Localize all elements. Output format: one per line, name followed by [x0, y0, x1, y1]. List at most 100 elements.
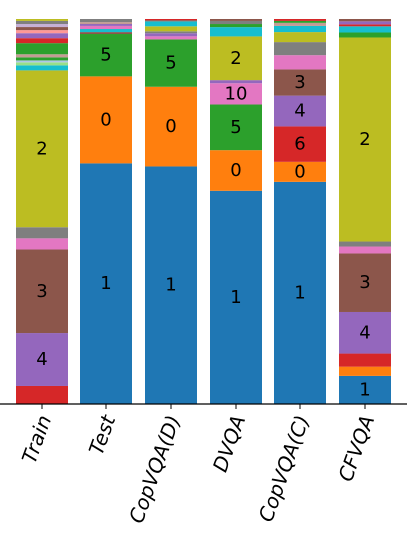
bar-segment-CopVQA(C)-cyan — [274, 25, 326, 33]
bar-segment-DVQA-gray — [210, 20, 262, 25]
bar-segment-Test-gray — [80, 19, 132, 23]
bar-segment-CFVQA-2 — [339, 37, 391, 242]
bar-segment-CopVQA(D)-4 — [145, 33, 197, 37]
bar-segment-Train-5 — [16, 57, 68, 61]
bar-segment-Train-5b — [16, 43, 68, 55]
bar-segment-CFVQA-cyan — [339, 26, 391, 33]
bar-segment-CopVQA(D)-gray — [145, 31, 197, 34]
bar-segment-CFVQA-6b — [339, 24, 391, 27]
bar-segment-Train-extra2 — [16, 62, 68, 66]
bar-segment-Train-extra1 — [16, 60, 68, 63]
segment-label-CopVQA(D)-0: 0 — [165, 116, 176, 137]
segment-label-CopVQA(C)-6: 6 — [294, 134, 305, 155]
segment-label-Test-5: 5 — [100, 45, 111, 66]
bar-segment-CFVQA-1 — [339, 375, 391, 404]
bar-segment-CopVQA(D)-2 — [145, 26, 197, 32]
bar-segment-CopVQA(C)-3 — [274, 69, 326, 96]
segment-label-CFVQA-4: 4 — [359, 322, 370, 343]
bar-segment-CFVQA-3 — [339, 253, 391, 312]
bar-segment-Test-5 — [80, 34, 132, 77]
bar-segment-Train-extra4 — [16, 23, 68, 28]
bar-segment-Test-cyan — [80, 29, 132, 33]
bar-segment-DVQA-cyan — [210, 27, 262, 37]
bar-segment-CFVQA-3b — [339, 19, 391, 22]
segment-label-DVQA-5: 5 — [230, 117, 241, 138]
x-tick-label: CopVQA(C) — [254, 412, 315, 525]
bar-segment-Train-3b — [16, 27, 68, 31]
bar-segment-Train-extra3 — [16, 30, 68, 34]
bar-segment-CopVQA(C)-5 — [274, 20, 326, 23]
segment-label-CopVQA(C)-3: 3 — [294, 72, 305, 93]
segment-label-CFVQA-2: 2 — [359, 129, 370, 150]
segment-label-Test-0: 0 — [100, 109, 111, 130]
segment-label-Train-4: 4 — [36, 349, 47, 370]
bar-segment-Train-4 — [16, 333, 68, 386]
bar-segment-Test-3 — [80, 32, 132, 35]
bar-segment-Test-extra5 — [80, 22, 132, 25]
bar-segment-CopVQA(C)-pink — [274, 55, 326, 70]
bar-segment-CopVQA(D)-pink — [145, 36, 197, 40]
bar-segment-DVQA-3 — [210, 19, 262, 21]
segment-label-CFVQA-3: 3 — [359, 272, 370, 293]
bar-segment-CFVQA-0 — [339, 366, 391, 376]
segment-label-CopVQA(D)-1: 1 — [165, 275, 176, 296]
bar-segment-CopVQA(C)-6b — [274, 19, 326, 21]
bar-segment-Train-4b — [16, 33, 68, 39]
bar-segment-Train-gray — [16, 227, 68, 239]
x-tick-label: CopVQA(D) — [124, 412, 185, 526]
segment-label-CopVQA(D)-5: 5 — [165, 53, 176, 74]
bar-segment-CopVQA(C)-0 — [274, 161, 326, 182]
bar-segment-CopVQA(C)-4 — [274, 95, 326, 127]
bar-segment-Train-cyan — [16, 65, 68, 71]
bar-segment-Train-2b — [16, 19, 68, 21]
bar-segment-CopVQA(D)-cyan — [145, 21, 197, 27]
bar-segment-Test-0 — [80, 76, 132, 164]
bar-segment-CopVQA(D)-5 — [145, 39, 197, 87]
segment-label-DVQA-0: 0 — [230, 160, 241, 181]
bar-segment-CFVQA-gray — [339, 241, 391, 247]
bar-segment-CopVQA(D)-6 — [145, 19, 197, 21]
bar-segment-DVQA-10 — [210, 83, 262, 105]
bar-segment-DVQA-1 — [210, 190, 262, 404]
bar-segment-CopVQA(C)-1 — [274, 181, 326, 404]
bar-segment-CFVQA-4b — [339, 21, 391, 25]
bar-segment-DVQA-5b — [210, 24, 262, 28]
bar-segment-CopVQA(C)-6 — [274, 126, 326, 162]
bar-segment-CFVQA-4 — [339, 311, 391, 354]
bar-segment-DVQA-5 — [210, 104, 262, 151]
bar-segment-Test-pink — [80, 25, 132, 30]
segment-label-Train-3: 3 — [36, 281, 47, 302]
bar-segment-Train-pink — [16, 238, 68, 250]
bar-segment-CopVQA(D)-1 — [145, 166, 197, 404]
bar-segment-CFVQA-6 — [339, 353, 391, 367]
segment-label-Train-2: 2 — [36, 138, 47, 159]
bar-segment-DVQA-4 — [210, 80, 262, 84]
x-ticks-layer: Train Test CopVQA(D) DVQA CopVQA(C) CFVQA — [17, 404, 379, 526]
segment-label-DVQA-10: 10 — [225, 83, 248, 104]
segment-label-Test-1: 1 — [100, 273, 111, 294]
x-tick-label: Train — [17, 412, 56, 467]
bar-segment-CopVQA(C)-extra5 — [274, 22, 326, 26]
bar-segment-CopVQA(C)-2 — [274, 32, 326, 43]
x-tick-label: Test — [84, 411, 121, 458]
bar-segment-CopVQA(D)-0 — [145, 86, 197, 167]
bar-segment-Train-extra5 — [16, 54, 68, 58]
bar-segment-Test-1 — [80, 163, 132, 404]
bar-segment-Train-3 — [16, 249, 68, 334]
bar-segment-Train-6b — [16, 38, 68, 44]
bar-segment-CopVQA(C)-gray — [274, 42, 326, 56]
bar-segment-Train-6 — [16, 385, 68, 404]
segment-label-CopVQA(C)-0: 0 — [294, 161, 305, 182]
bar-segment-Test-4 — [80, 24, 132, 26]
bar-segment-CopVQA(D)-3 — [145, 20, 197, 22]
x-tick-label: DVQA — [208, 412, 251, 475]
bar-segment-DVQA-0 — [210, 150, 262, 191]
bar-segment-CFVQA-5 — [339, 32, 391, 38]
x-tick-label: CFVQA — [333, 412, 379, 485]
segment-label-DVQA-1: 1 — [230, 287, 241, 308]
segment-label-DVQA-2: 2 — [230, 48, 241, 69]
segment-label-CopVQA(C)-1: 1 — [294, 282, 305, 303]
segment-label-CFVQA-1: 1 — [359, 379, 370, 400]
